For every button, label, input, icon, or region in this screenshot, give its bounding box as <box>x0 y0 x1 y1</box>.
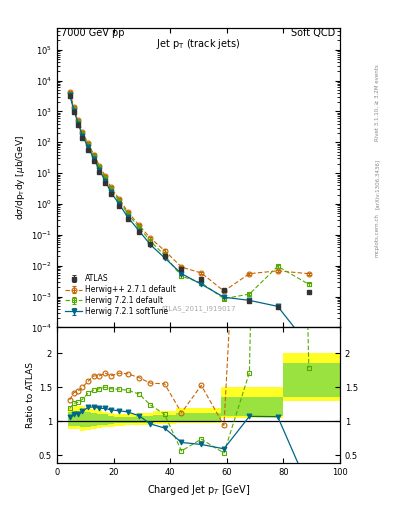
Legend: ATLAS, Herwig++ 2.7.1 default, Herwig 7.2.1 default, Herwig 7.2.1 softTune: ATLAS, Herwig++ 2.7.1 default, Herwig 7.… <box>64 273 177 317</box>
Text: Soft QCD: Soft QCD <box>292 28 336 38</box>
X-axis label: Charged Jet p$_{T}$ [GeV]: Charged Jet p$_{T}$ [GeV] <box>147 483 250 497</box>
Text: 7000 GeV pp: 7000 GeV pp <box>61 28 125 38</box>
Text: [arXiv:1306.3436]: [arXiv:1306.3436] <box>375 159 380 209</box>
Text: ATLAS_2011_I919017: ATLAS_2011_I919017 <box>161 306 236 312</box>
Y-axis label: Ratio to ATLAS: Ratio to ATLAS <box>26 362 35 429</box>
Text: mcplots.cern.ch: mcplots.cern.ch <box>375 214 380 258</box>
Text: Jet p$_\mathrm{T}$ (track jets): Jet p$_\mathrm{T}$ (track jets) <box>156 37 241 51</box>
Text: Rivet 3.1.10, ≥ 3.2M events: Rivet 3.1.10, ≥ 3.2M events <box>375 64 380 141</box>
Y-axis label: d$\sigma$/dp$_\mathrm{T}$dy [$\mu$b/GeV]: d$\sigma$/dp$_\mathrm{T}$dy [$\mu$b/GeV] <box>14 135 27 221</box>
